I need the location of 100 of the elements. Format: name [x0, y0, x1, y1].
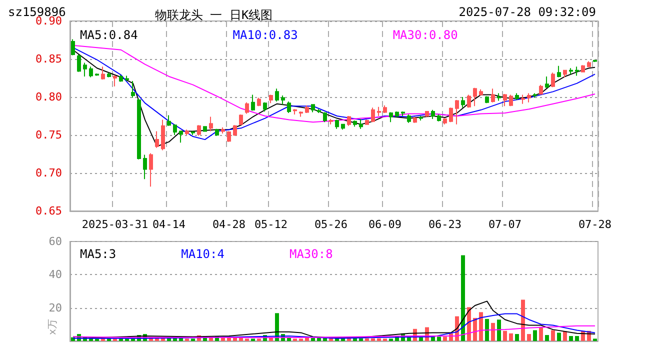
candlestick [395, 110, 399, 118]
candlestick [329, 118, 333, 125]
x-tick-label: 06-09 [368, 218, 402, 231]
x-tick-label: 06-23 [428, 218, 462, 231]
candlestick [419, 116, 423, 122]
candlestick [239, 114, 243, 126]
x-tick-label: 2025-03-31 [82, 218, 148, 231]
candlestick [449, 107, 453, 123]
text: MA10:0.83 [232, 28, 298, 42]
y-tick-label: 0.90 [36, 14, 62, 28]
candlestick [437, 114, 441, 122]
bar [551, 330, 555, 341]
candlestick [197, 124, 201, 136]
candlestick [167, 114, 171, 126]
candlestick [233, 124, 237, 136]
candlestick [257, 97, 261, 107]
candlestick [455, 100, 459, 125]
bar [437, 336, 441, 341]
candlestick [401, 110, 405, 116]
x-tick-label: 07-07 [488, 218, 522, 231]
candlestick [83, 62, 87, 77]
bar [473, 318, 477, 341]
text: MA30:8 [289, 247, 333, 261]
candlestick [95, 72, 99, 76]
candlestick [503, 93, 507, 107]
bar [575, 336, 579, 341]
candlestick [113, 74, 117, 87]
line-series [72, 44, 596, 123]
candlestick [473, 87, 477, 107]
candlestick [551, 72, 555, 88]
candlestick [77, 54, 81, 72]
bar [557, 332, 561, 341]
candlestick [347, 116, 351, 126]
bar [515, 334, 519, 341]
candlestick [185, 129, 189, 136]
bar [443, 336, 447, 341]
candlestick [275, 88, 279, 102]
candlestick [173, 124, 177, 136]
candlestick [371, 107, 375, 123]
candlestick [263, 102, 267, 112]
candlestick [341, 124, 345, 130]
candlestick [431, 109, 435, 120]
y-tick-label: 0.75 [36, 128, 62, 142]
x-tick-label: 04-28 [212, 218, 246, 231]
y-tick-label: 0.85 [36, 52, 62, 66]
candlestick [569, 68, 573, 75]
candlestick [323, 112, 327, 123]
candlestick [89, 66, 93, 78]
candlestick [311, 104, 315, 113]
candlestick [203, 126, 207, 132]
candlestick [251, 94, 255, 112]
line-series [72, 300, 596, 338]
candlestick [209, 116, 213, 132]
bar [407, 337, 411, 341]
candlestick [299, 110, 303, 118]
candlestick [281, 94, 285, 106]
bar [521, 300, 525, 341]
bar [503, 330, 507, 341]
bar [485, 318, 489, 341]
candlestick [161, 119, 165, 151]
candlestick [581, 64, 585, 72]
y-tick-label: 0.80 [36, 90, 62, 104]
candlestick [377, 106, 381, 116]
bar [359, 338, 363, 341]
candlestick [545, 76, 549, 88]
bar [353, 338, 357, 341]
bar [497, 320, 501, 341]
candlestick [491, 88, 495, 103]
candlestick [383, 104, 387, 114]
candlestick [293, 108, 297, 115]
bar [461, 255, 465, 341]
candlestick [485, 96, 489, 104]
candlestick [389, 112, 393, 123]
bar [317, 338, 321, 341]
bar [311, 338, 315, 341]
bar [491, 322, 495, 341]
bar [365, 338, 369, 341]
candlestick [467, 94, 471, 108]
x-tick-label: 04-14 [152, 218, 186, 231]
candlestick [587, 60, 591, 68]
bar [419, 337, 423, 341]
candlestick [479, 88, 483, 96]
bar [377, 338, 381, 341]
candlestick [461, 96, 465, 108]
candlestick [107, 72, 111, 78]
candlestick [563, 70, 567, 78]
line-series [72, 325, 596, 338]
candlestick [305, 104, 309, 114]
candlestick [539, 84, 543, 96]
candlestick [125, 75, 129, 82]
y-tick-label: 40 [48, 268, 62, 282]
bar [509, 333, 513, 341]
candlestick [557, 65, 561, 78]
bar [533, 330, 537, 341]
y-tick-label: 60 [48, 235, 62, 248]
bar [371, 338, 375, 341]
bar [539, 326, 543, 341]
candlestick [143, 154, 147, 180]
chart-title: 物联龙头 一 日K线图 [155, 8, 273, 22]
y-tick-label: 0.70 [36, 166, 62, 180]
